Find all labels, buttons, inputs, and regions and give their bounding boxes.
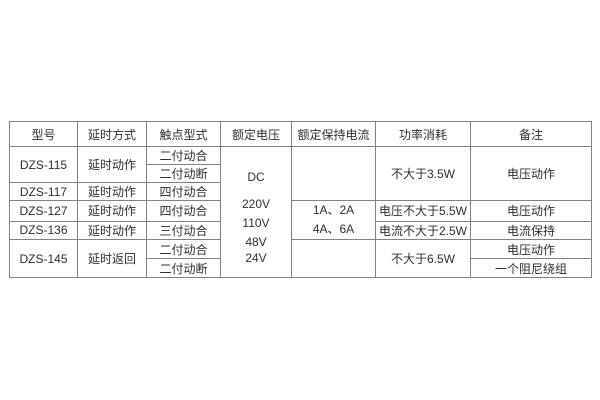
cell-contact-2: 二付动断	[146, 164, 221, 183]
cell-delay-dzs-115: 延时动作	[77, 146, 147, 183]
cell-remark-115-117: 电压动作	[470, 146, 592, 201]
cell-delay-dzs-127: 延时动作	[77, 200, 147, 222]
cell-model-dzs-145: DZS-145	[9, 239, 78, 278]
col-header-rated-holding-current: 额定保持电流	[291, 121, 376, 147]
cell-remark-145b: 一个阻尼绕组	[470, 258, 592, 278]
cell-remark-136: 电流保持	[470, 220, 592, 241]
cell-rated-voltage-group: DC 220V 110V 48V 24V	[220, 146, 292, 278]
table-row: DZS-127 延时动作 四付动合 1A、2A 4A、6A 电压不大于5.5W …	[9, 200, 592, 240]
col-header-contact-type: 触点型式	[146, 121, 221, 147]
cell-holding-current-empty-bottom	[291, 239, 376, 278]
col-header-rated-voltage: 额定电压	[220, 121, 292, 147]
voltage-dc: DC	[247, 170, 265, 184]
cell-model-dzs-117: DZS-117	[9, 182, 78, 201]
table-row: 二付动断 一个阻尼绕组	[10, 258, 592, 278]
cell-remark-127: 电压动作	[470, 200, 592, 222]
voltage-24v: 24V	[245, 251, 267, 265]
cell-power-127: 电压不大于5.5W	[375, 200, 471, 222]
cell-contact-3: 四付动合	[146, 182, 221, 201]
cell-contact-1: 二付动合	[146, 146, 221, 165]
cell-power-115-117: 不大于3.5W	[375, 146, 471, 201]
col-header-remarks: 备注	[470, 121, 592, 147]
cell-remark-145a: 电压动作	[470, 239, 592, 259]
cell-model-dzs-127: DZS-127	[9, 200, 78, 222]
cell-contact-6: 二付动合	[146, 239, 221, 259]
col-header-model: 型号	[9, 121, 78, 147]
cell-delay-dzs-117: 延时动作	[77, 182, 147, 201]
voltage-48v: 48V	[245, 235, 267, 249]
cell-model-dzs-115: DZS-115	[9, 146, 78, 183]
cell-holding-current: 1A、2A 4A、6A	[291, 200, 376, 240]
voltage-110v: 110V	[242, 216, 270, 230]
spec-table: 型号 延时方式 触点型式 额定电压 额定保持电流 功率消耗 备注 DZS-115…	[9, 121, 592, 278]
cell-power-145: 不大于6.5W	[375, 239, 471, 278]
cell-power-136: 电流不大于2.5W	[375, 220, 471, 241]
table-row: DZS-136 延时动作 三付动合 电流不大于2.5W 电流保持	[9, 220, 592, 241]
table-row: DZS-115 延时动作 二付动合 DC 220V 110V 48V 24V 不…	[9, 146, 592, 278]
col-header-power-consumption: 功率消耗	[375, 121, 471, 147]
cell-contact-5: 三付动合	[146, 220, 221, 241]
cell-contact-7: 二付动断	[146, 258, 221, 278]
table-row: DZS-117 延时动作 四付动合	[9, 182, 592, 201]
holding-current-line-2: 4A、6A	[312, 222, 355, 236]
col-header-delay-mode: 延时方式	[77, 121, 147, 147]
cell-model-dzs-136: DZS-136	[9, 220, 78, 241]
holding-current-line-1: 1A、2A	[312, 203, 355, 217]
cell-delay-dzs-145: 延时返回	[77, 239, 147, 278]
cell-delay-dzs-136: 延时动作	[77, 220, 147, 241]
table-row: DZS-145 延时返回 二付动合 不大于6.5W 电压动作	[9, 239, 592, 278]
voltage-220v: 220V	[241, 197, 271, 211]
cell-holding-current-empty-top	[291, 146, 376, 201]
header-row: 型号 延时方式 触点型式 额定电压 额定保持电流 功率消耗 备注	[9, 121, 592, 147]
cell-contact-4: 四付动合	[146, 200, 221, 222]
voltage-stack: DC 220V 110V 48V 24V	[222, 159, 291, 265]
